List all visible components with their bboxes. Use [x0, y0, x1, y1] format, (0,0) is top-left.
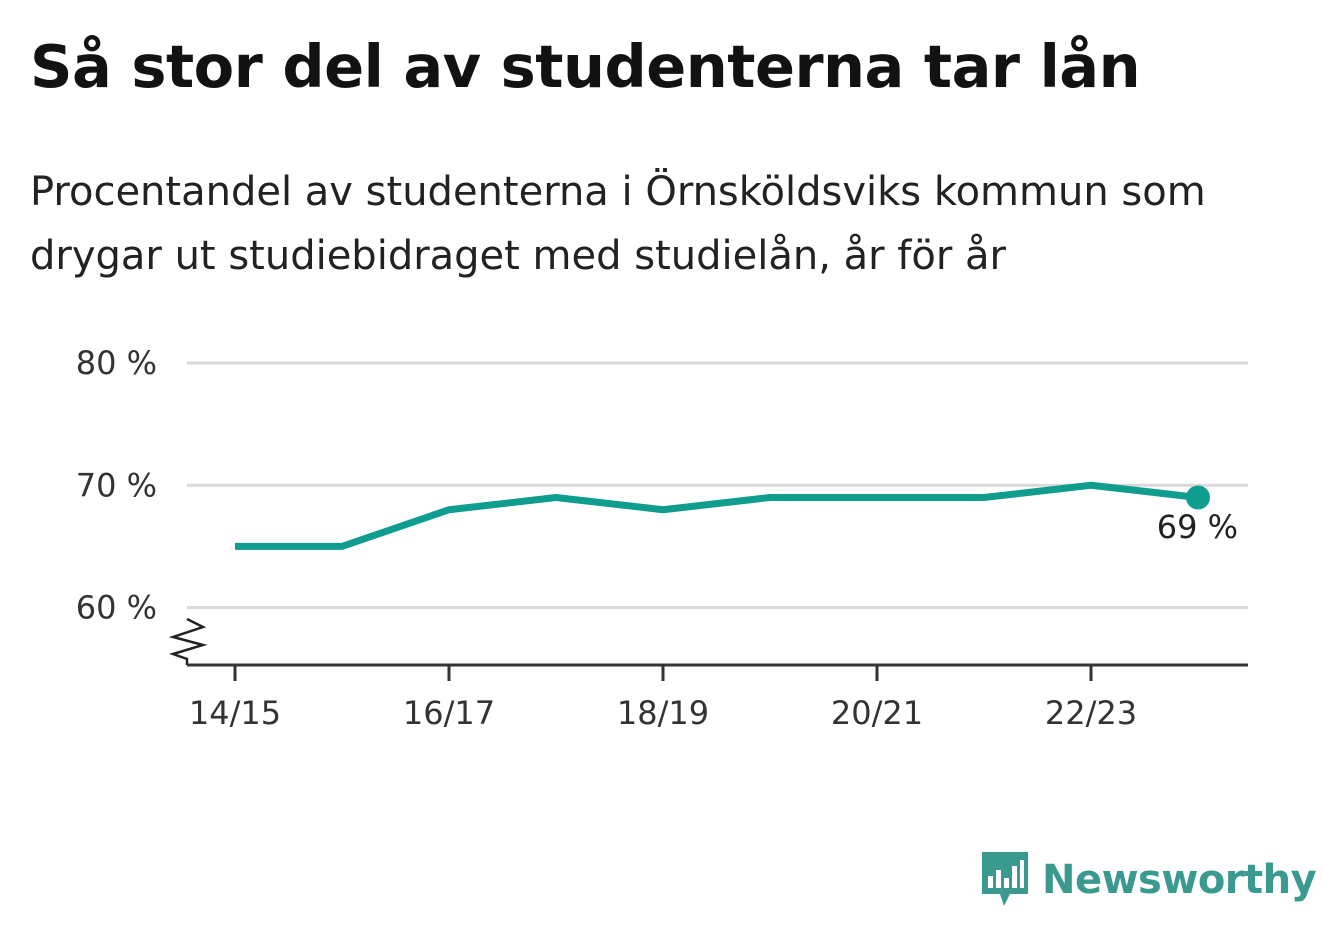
x-tick-label: 20/21: [831, 694, 923, 732]
x-tick-label: 22/23: [1045, 694, 1137, 732]
x-tick-label: 16/17: [403, 694, 495, 732]
brand-logo: Newsworthy: [980, 848, 1317, 912]
chart-title: Så stor del av studenterna tar lån: [30, 32, 1141, 101]
line-chart: 60 % 70 % 80 % 14/15 16/17 18/19 20/21 22/23 69 …: [76, 344, 1248, 732]
brand-name: Newsworthy: [1042, 857, 1317, 903]
series-line: [235, 481, 1199, 550]
newsworthy-logo-icon: [980, 848, 1030, 912]
y-tick-label: 70 %: [76, 466, 157, 504]
end-value-label: 69 %: [1157, 508, 1238, 546]
x-tick-label: 18/19: [617, 694, 709, 732]
axis-break-icon: [168, 617, 208, 665]
chart-subtitle: Procentandel av studenterna i Örnsköldsv…: [30, 169, 1206, 279]
end-point-marker: [1186, 485, 1210, 510]
y-tick-label: 60 %: [76, 589, 157, 627]
y-tick-label: 80 %: [76, 344, 157, 382]
x-tick-label: 14/15: [189, 694, 281, 732]
